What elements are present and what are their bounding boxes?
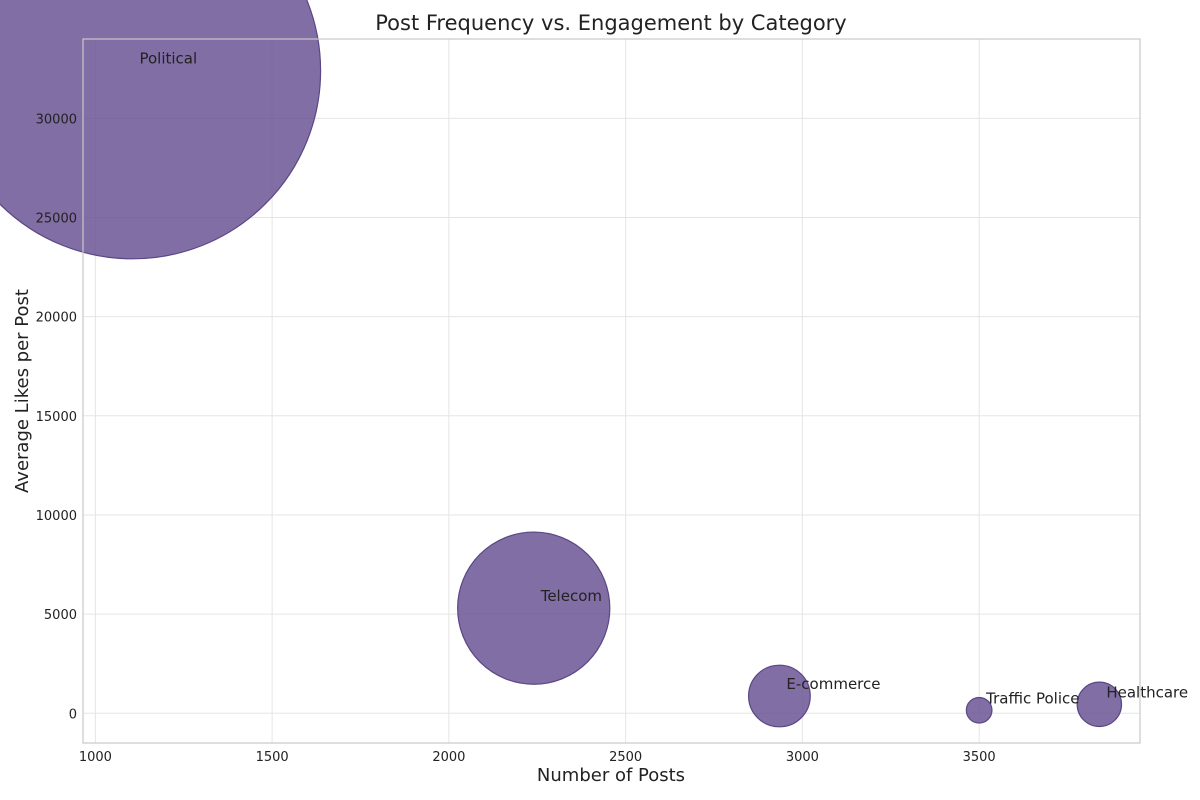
bubble-point	[747, 664, 811, 728]
bubble-label: Healthcare	[1106, 683, 1188, 701]
bubble-label: Telecom	[540, 587, 602, 605]
y-axis-label: Average Likes per Post	[12, 289, 33, 493]
ticks: 1000 1500 2000 2500 3000 3500 0 5000 10000 15000 2…	[36, 112, 996, 765]
bubble-point	[965, 696, 993, 724]
plot-area-frame	[82, 38, 1141, 744]
y-tick-label: 25000	[36, 211, 77, 226]
x-tick-label: 3500	[963, 750, 996, 765]
bubble-point	[457, 531, 611, 685]
y-tick-label: 20000	[36, 311, 77, 326]
x-tick-label: 1000	[79, 750, 112, 765]
y-tick-label: 10000	[36, 509, 77, 524]
y-tick-label: 15000	[36, 410, 77, 425]
x-tick-label: 2500	[609, 750, 642, 765]
y-tick-label: 30000	[36, 112, 77, 127]
grid	[83, 39, 1140, 743]
bubble-point	[1076, 681, 1123, 728]
y-tick-label: 0	[69, 707, 77, 722]
bubbles	[0, 0, 1123, 728]
bubble-point	[0, 0, 322, 260]
bubble-label: Traffic Police	[985, 689, 1079, 707]
x-tick-label: 3000	[786, 750, 819, 765]
y-tick-label: 5000	[44, 608, 77, 623]
bubble-label: Political	[139, 50, 197, 68]
x-axis-label: Number of Posts	[537, 765, 685, 786]
x-tick-label: 2000	[432, 750, 465, 765]
chart-title: Post Frequency vs. Engagement by Categor…	[375, 11, 846, 35]
bubble-labels: Political Telecom E-commerce Traffic Police…	[139, 50, 1188, 708]
bubble-label: E-commerce	[786, 675, 880, 693]
x-tick-label: 1500	[256, 750, 289, 765]
